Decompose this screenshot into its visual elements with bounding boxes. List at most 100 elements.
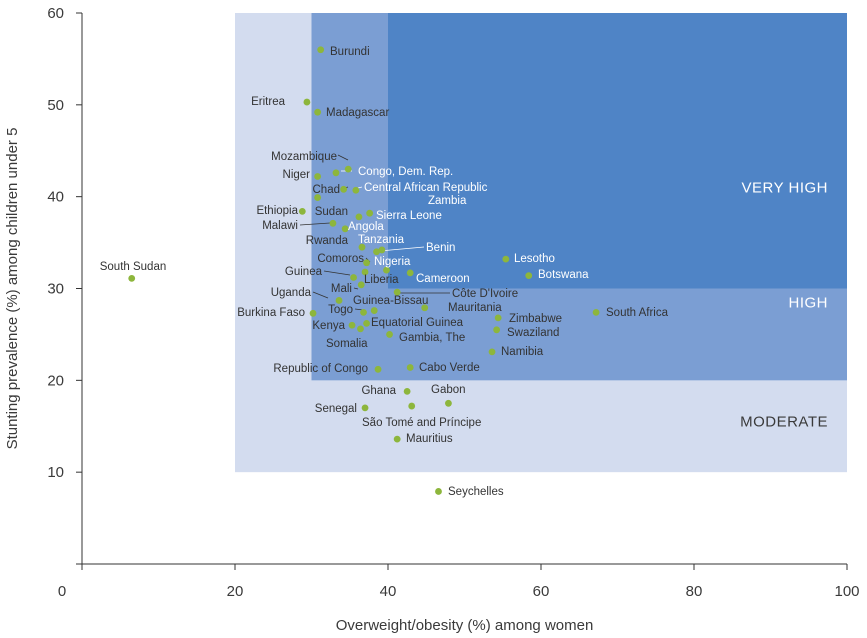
point-eritrea: [303, 98, 311, 106]
point-label-namibia: Namibia: [501, 346, 544, 358]
point-burundi: [317, 46, 325, 54]
point-swaziland: [493, 326, 501, 334]
y-tick-label: 20: [47, 372, 64, 389]
point-label-zambia: Zambia: [428, 195, 467, 207]
point-republic-of-congo: [374, 365, 382, 373]
point-label-cote-d-ivoire: Côte D'Ivoire: [452, 288, 518, 300]
leader-mali: [353, 287, 359, 290]
point-sudan: [366, 209, 374, 217]
point-lesotho: [502, 255, 510, 263]
point-label-sierra-leone: Sierra Leone: [376, 210, 442, 222]
point-liberia: [361, 268, 369, 276]
point-label-congo-dem-rep: Congo, Dem. Rep.: [358, 166, 453, 178]
point-equatorial-guinea: [363, 319, 370, 327]
point-label-zimbabwe: Zimbabwe: [509, 313, 562, 325]
point-south-sudan: [128, 274, 136, 282]
point-label-botswana: Botswana: [538, 269, 589, 281]
y-tick-label: 30: [47, 281, 64, 298]
leader-benin: [379, 246, 425, 252]
point-label-cameroon: Cameroon: [416, 273, 470, 285]
point-cote-d-ivoire: [393, 288, 401, 296]
point-chad: [340, 185, 348, 193]
point-label-tanzania: Tanzania: [358, 234, 405, 246]
point-label-central-african-republic: Central African Republic: [364, 182, 488, 194]
point-congo-dem-rep: [332, 169, 340, 177]
x-tick-label: 40: [380, 583, 397, 600]
point-cameroon: [406, 269, 414, 277]
zone-label-very-high: VERY HIGH: [742, 179, 828, 196]
x-tick-label: 60: [533, 583, 550, 600]
point-label-republic-of-congo: Republic of Congo: [273, 363, 368, 375]
point-rwanda: [358, 243, 366, 251]
point-gambia-the: [386, 331, 393, 338]
leader-uganda: [312, 291, 329, 299]
point-label-seychelles: Seychelles: [448, 486, 504, 498]
point-label-angola: Angola: [348, 221, 384, 233]
y-tick-label: 10: [47, 464, 64, 481]
point-guinea: [350, 274, 357, 281]
point-label-burkina-faso: Burkina Faso: [237, 307, 305, 319]
y-tick-label: 50: [47, 97, 64, 114]
point-tanzania: [373, 248, 380, 256]
point-label-burundi: Burundi: [330, 46, 370, 58]
point-namibia: [488, 348, 496, 356]
point-senegal: [361, 404, 369, 412]
x-tick-label: 0: [58, 583, 66, 600]
data-points: [128, 46, 600, 495]
point-label-guinea: Guinea: [285, 266, 323, 278]
point-cabo-verde: [406, 364, 414, 371]
axis-ticks: 0 20 40 60 80 100 10 20 30 40 50 60: [47, 5, 859, 600]
point-benin: [378, 246, 386, 254]
point-mauritius: [393, 435, 401, 443]
point-mozambique: [344, 165, 352, 173]
point-sierra-leone: [355, 213, 363, 221]
label-leader-lines: [299, 154, 450, 311]
zone-label-high: HIGH: [789, 294, 829, 311]
y-tick-label: 60: [47, 5, 64, 22]
point-burkina-faso: [309, 309, 317, 317]
point-kenya: [348, 321, 356, 329]
point-niger: [314, 173, 322, 180]
point-label-lesotho: Lesotho: [514, 253, 555, 265]
point-togo: [360, 308, 367, 316]
point-label-liberia: Liberia: [364, 274, 399, 286]
point-zambia: [314, 194, 322, 201]
x-tick-label: 100: [834, 583, 859, 600]
x-tick-label: 80: [686, 583, 703, 600]
point-label-ethiopia: Ethiopia: [256, 205, 298, 217]
point-botswana: [525, 272, 533, 280]
point-label-chad: Chad: [313, 184, 341, 196]
point-label-swaziland: Swaziland: [507, 327, 559, 339]
point-label-malawi: Malawi: [262, 220, 298, 232]
zone-label-moderate: MODERATE: [740, 414, 828, 431]
point-label-guinea-bissau: Guinea-Bissau: [353, 295, 428, 307]
point-label-sao-tome-and-principe: São Tomé and Príncipe: [362, 417, 481, 429]
leader-guinea: [323, 270, 351, 276]
point-label-gambia-the: Gambia, The: [399, 332, 465, 344]
point-label-kenya: Kenya: [312, 320, 345, 332]
point-label-mauritius: Mauritius: [406, 433, 453, 445]
leader-malawi: [299, 222, 331, 226]
point-label-mozambique: Mozambique: [271, 151, 337, 163]
point-label-mali: Mali: [331, 283, 352, 295]
point-nigeria: [383, 266, 390, 274]
point-uganda: [335, 297, 343, 304]
point-gabon: [445, 399, 452, 407]
leader-mozambique: [337, 154, 349, 161]
point-label-south-africa: South Africa: [606, 307, 669, 319]
point-label-benin: Benin: [426, 242, 455, 254]
point-sao-tome-and-principe: [408, 402, 416, 410]
point-central-african-republic: [352, 186, 360, 194]
point-label-eritrea: Eritrea: [251, 96, 285, 108]
point-comoros: [363, 259, 370, 267]
point-ethiopia: [298, 207, 306, 215]
point-label-niger: Niger: [283, 169, 311, 181]
point-label-mauritania: Mauritania: [448, 302, 502, 314]
point-zimbabwe: [494, 314, 502, 322]
x-tick-label: 20: [227, 583, 244, 600]
point-ghana: [403, 387, 411, 395]
point-label-somalia: Somalia: [326, 338, 368, 350]
point-madagascar: [314, 108, 322, 116]
point-label-south-sudan: South Sudan: [100, 261, 167, 273]
point-malawi: [329, 219, 337, 227]
